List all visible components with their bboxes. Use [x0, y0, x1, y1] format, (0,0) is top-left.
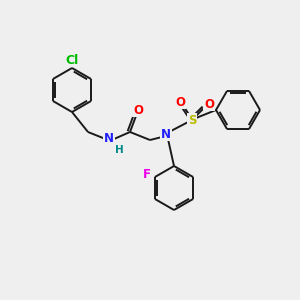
Text: N: N — [161, 128, 171, 140]
Text: H: H — [115, 145, 124, 155]
Text: O: O — [133, 103, 143, 116]
Text: O: O — [175, 95, 185, 109]
Text: F: F — [143, 169, 151, 182]
Text: O: O — [204, 98, 214, 110]
Text: Cl: Cl — [65, 53, 79, 67]
Text: N: N — [104, 133, 114, 146]
Text: S: S — [188, 113, 196, 127]
